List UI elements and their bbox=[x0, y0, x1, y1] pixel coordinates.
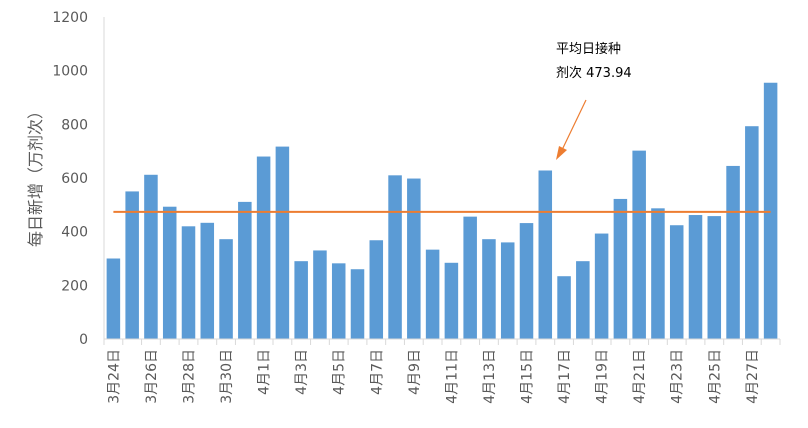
bar-3月29日 bbox=[200, 222, 215, 339]
x-tick-label: 4月19日 bbox=[595, 349, 611, 404]
bar-4月18日 bbox=[576, 261, 590, 339]
bar-3月30日 bbox=[219, 239, 233, 339]
x-tick-label: 4月3日 bbox=[294, 349, 310, 395]
bar-3月31日 bbox=[238, 201, 252, 339]
x-tick-label: 3月26日 bbox=[144, 349, 160, 404]
y-tick-label: 1200 bbox=[52, 10, 88, 26]
bar-4月12日 bbox=[463, 216, 477, 339]
x-tick-label: 4月1日 bbox=[257, 349, 273, 395]
bar-4月23日 bbox=[669, 225, 684, 339]
x-tick-label: 4月27日 bbox=[745, 349, 761, 404]
average-annotation-line1: 平均日接种 bbox=[556, 42, 622, 57]
y-tick-label: 1000 bbox=[52, 64, 88, 80]
y-tick-labels: 0 200 400 600 800 1000 1200 bbox=[52, 10, 88, 348]
bar-4月9日 bbox=[407, 178, 421, 339]
x-tick-label: 3月28日 bbox=[182, 349, 198, 404]
bar-4月25日 bbox=[707, 216, 722, 339]
bar-4月27日 bbox=[745, 126, 759, 340]
x-tick-label: 4月7日 bbox=[369, 349, 385, 395]
bar-4月26日 bbox=[726, 165, 740, 339]
x-tick-label: 4月9日 bbox=[407, 349, 423, 395]
bar-3月25日 bbox=[125, 191, 139, 339]
y-axis-label: 每日新增（万剂次） bbox=[26, 102, 45, 248]
x-tick-label: 3月24日 bbox=[106, 349, 122, 404]
bar-4月7日 bbox=[369, 240, 384, 339]
x-tick-label: 4月11日 bbox=[444, 349, 460, 404]
bar-4月19日 bbox=[594, 233, 609, 339]
bar-3月26日 bbox=[144, 174, 158, 339]
y-tick-label: 0 bbox=[79, 332, 88, 348]
bar-3月24日 bbox=[106, 258, 121, 339]
x-tick-label: 4月17日 bbox=[557, 349, 573, 404]
bar-4月21日 bbox=[632, 150, 646, 339]
bar-4月17日 bbox=[557, 276, 571, 339]
y-tick-label: 400 bbox=[61, 225, 88, 241]
average-annotation: 平均日接种 剂次 473.94 bbox=[556, 38, 632, 86]
bar-4月13日 bbox=[482, 239, 496, 339]
x-tick-label: 4月21日 bbox=[632, 349, 648, 404]
y-tick-label: 800 bbox=[61, 117, 88, 133]
bar-4月22日 bbox=[651, 208, 665, 339]
bar-4月14日 bbox=[500, 242, 515, 339]
average-annotation-line2: 剂次 473.94 bbox=[556, 66, 632, 81]
annotation-arrow bbox=[561, 99, 587, 151]
bar-3月27日 bbox=[162, 206, 177, 339]
x-tick-label: 4月5日 bbox=[332, 349, 348, 395]
bar-4月6日 bbox=[350, 269, 365, 339]
bar-4月20日 bbox=[613, 198, 628, 339]
bar-4月11日 bbox=[444, 262, 459, 339]
y-tick-label: 200 bbox=[61, 278, 88, 294]
bar-4月1日 bbox=[256, 156, 271, 339]
x-tick-label: 4月13日 bbox=[482, 349, 498, 404]
annotation-arrowhead bbox=[556, 146, 567, 160]
x-tick-labels: 3月24日 3月26日 3月28日 3月30日 4月1日 4月3日 4月5日 4月7日 4月9日… bbox=[106, 349, 760, 404]
bar-4月15日 bbox=[519, 223, 534, 339]
axes bbox=[103, 17, 781, 345]
bar-4月2日 bbox=[275, 146, 290, 339]
x-tick-label: 4月25日 bbox=[707, 349, 723, 404]
x-tick-label: 4月23日 bbox=[670, 349, 686, 404]
bar-4月10日 bbox=[425, 249, 440, 339]
bar-4月8日 bbox=[388, 175, 402, 339]
y-tick-label: 600 bbox=[61, 171, 88, 187]
bar-4月3日 bbox=[294, 261, 308, 339]
bar-4月4日 bbox=[313, 250, 327, 339]
bar-3月28日 bbox=[181, 226, 196, 339]
bar-4月5日 bbox=[331, 263, 346, 339]
x-tick-label: 3月30日 bbox=[219, 349, 235, 404]
bar-4月16日 bbox=[538, 170, 553, 339]
bar-4月24日 bbox=[688, 215, 703, 339]
x-tick-label: 4月15日 bbox=[520, 349, 536, 404]
